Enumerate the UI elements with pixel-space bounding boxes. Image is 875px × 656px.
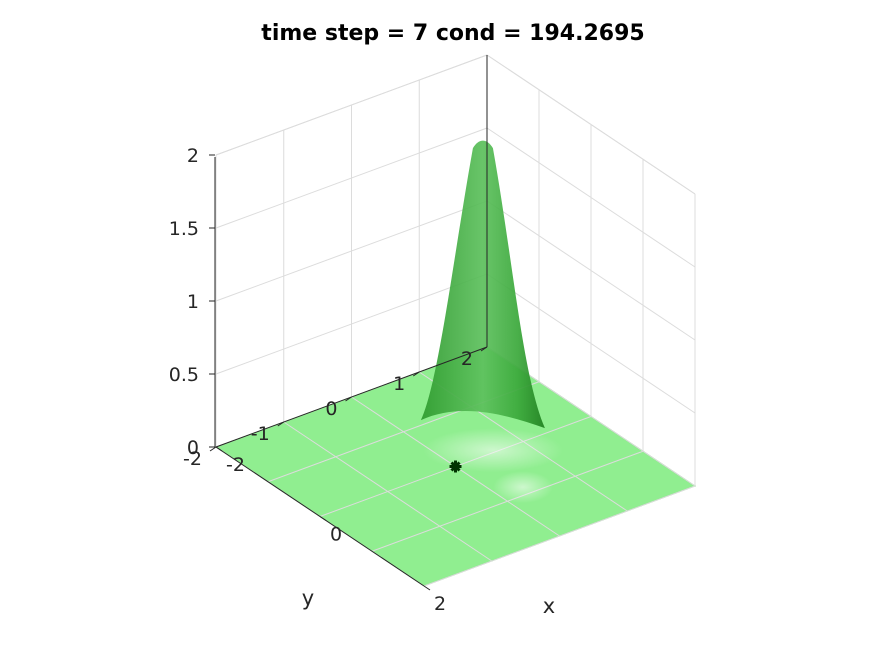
y-tick-label: 1 bbox=[393, 373, 405, 395]
x-tick bbox=[215, 446, 223, 452]
peak-shading bbox=[492, 471, 553, 504]
y-tick bbox=[277, 421, 285, 427]
z-tick-label: 0.5 bbox=[169, 364, 199, 386]
y-tick bbox=[480, 346, 488, 352]
y-axis-label: y bbox=[302, 586, 314, 610]
x-tick bbox=[319, 516, 327, 521]
origin-marker bbox=[449, 460, 462, 473]
x-tick-label: 0 bbox=[330, 524, 342, 546]
y-tick bbox=[345, 396, 352, 402]
x-tick-label: 2 bbox=[434, 593, 446, 615]
y-tick-label: -1 bbox=[251, 423, 270, 445]
y-axis-ticks: -2 -1 0 1 2 bbox=[183, 346, 488, 470]
chart-title: time step = 7 cond = 194.2695 bbox=[261, 21, 644, 46]
peak-shading bbox=[422, 428, 563, 473]
box-edge bbox=[486, 54, 696, 195]
x-tick-label: -2 bbox=[226, 454, 245, 476]
peak-surface bbox=[420, 140, 545, 429]
x-axis-ticks: -2 0 2 bbox=[215, 446, 446, 615]
y-tick bbox=[412, 371, 420, 377]
y-tick-label: 0 bbox=[325, 398, 337, 420]
x-axis-label: x bbox=[543, 594, 555, 618]
x-tick bbox=[423, 585, 431, 591]
floor-grid-line bbox=[283, 421, 493, 562]
y-tick bbox=[209, 446, 217, 452]
z-axis-ticks: 0 0.5 1 1.5 2 bbox=[169, 145, 215, 459]
z-tick-label: 1.5 bbox=[169, 218, 199, 240]
y-tick-label: -2 bbox=[183, 448, 202, 470]
box-edge bbox=[215, 54, 488, 156]
z-tick-label: 0 bbox=[187, 437, 199, 459]
z-tick-label: 2 bbox=[187, 145, 199, 167]
marker-layer bbox=[449, 460, 462, 473]
surface-peak bbox=[420, 140, 545, 429]
y-tick-label: 2 bbox=[461, 348, 473, 370]
z-tick-label: 1 bbox=[187, 291, 199, 313]
